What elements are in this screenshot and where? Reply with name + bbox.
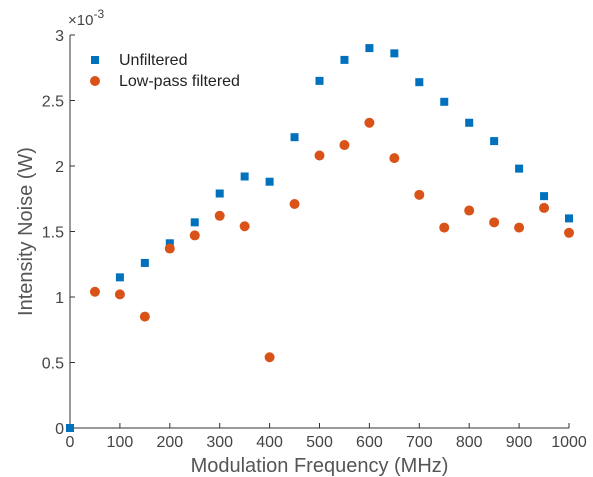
legend-label: Unfiltered — [119, 52, 187, 69]
point-unfiltered — [140, 258, 149, 267]
x-tick-label: 800 — [456, 434, 483, 451]
point-unfiltered — [440, 97, 449, 106]
point-low-pass-filtered — [514, 222, 525, 233]
legend: Unfiltered Low-pass filtered — [90, 52, 240, 90]
point-unfiltered — [265, 177, 274, 186]
point-low-pass-filtered — [114, 289, 125, 300]
legend-label: Low-pass filtered — [119, 73, 240, 90]
point-low-pass-filtered — [239, 221, 250, 232]
point-low-pass-filtered — [564, 227, 574, 238]
point-unfiltered — [315, 76, 324, 85]
y-tick-label: 0 — [55, 421, 64, 438]
y-tick-label: 1 — [55, 290, 64, 307]
point-low-pass-filtered — [139, 311, 150, 322]
point-low-pass-filtered — [464, 205, 475, 216]
y-tick-label: 2.5 — [42, 94, 64, 111]
point-low-pass-filtered — [539, 202, 550, 213]
point-low-pass-filtered — [389, 153, 400, 164]
point-unfiltered — [540, 192, 549, 201]
point-unfiltered — [290, 133, 299, 142]
y-tick-label: 2 — [55, 159, 64, 176]
legend-marker-low-pass-filtered — [90, 76, 100, 86]
x-tick-label: 600 — [356, 434, 383, 451]
point-low-pass-filtered — [214, 210, 225, 221]
x-axis-ticks: 0 100 200 300 400 500 600 700 800 900 1000 — [66, 423, 587, 451]
point-unfiltered — [240, 172, 249, 181]
point-unfiltered — [340, 55, 349, 64]
x-tick-label: 1000 — [551, 434, 587, 451]
axes — [69, 35, 569, 429]
point-low-pass-filtered — [489, 217, 500, 228]
point-unfiltered — [215, 189, 224, 198]
y-tick-label: 1.5 — [42, 225, 64, 242]
point-low-pass-filtered — [314, 150, 325, 161]
point-low-pass-filtered — [364, 117, 375, 128]
point-low-pass-filtered — [189, 230, 200, 241]
point-unfiltered — [465, 118, 474, 127]
point-low-pass-filtered — [289, 198, 300, 209]
y-axis-exponent-power: -3 — [93, 7, 104, 21]
point-low-pass-filtered — [439, 222, 450, 233]
point-unfiltered — [365, 44, 374, 53]
x-axis-label: Modulation Frequency (MHz) — [191, 455, 449, 477]
point-unfiltered — [390, 49, 399, 58]
point-low-pass-filtered — [89, 286, 100, 297]
y-tick-label: 3 — [55, 28, 64, 45]
point-unfiltered — [490, 137, 499, 146]
y-axis-exponent-base: ×10 — [68, 12, 93, 29]
point-unfiltered — [565, 214, 573, 223]
x-tick-label: 300 — [206, 434, 233, 451]
point-low-pass-filtered — [164, 243, 175, 254]
point-unfiltered — [66, 424, 74, 432]
y-axis-label: Intensity Noise (W) — [15, 147, 37, 316]
x-tick-label: 900 — [506, 434, 533, 451]
point-low-pass-filtered — [414, 189, 425, 200]
point-low-pass-filtered — [264, 352, 275, 363]
y-axis-exponent: ×10-3 — [68, 7, 104, 29]
x-tick-label: 400 — [256, 434, 283, 451]
point-unfiltered — [415, 78, 424, 87]
x-tick-label: 700 — [406, 434, 433, 451]
point-unfiltered — [190, 218, 199, 227]
x-tick-label: 200 — [156, 434, 183, 451]
legend-marker-unfiltered — [91, 56, 99, 64]
data-points — [66, 44, 574, 432]
y-tick-label: 0.5 — [42, 356, 64, 373]
point-unfiltered — [115, 273, 124, 282]
x-tick-label: 0 — [66, 434, 75, 451]
x-tick-label: 100 — [107, 434, 134, 451]
x-tick-label: 500 — [306, 434, 333, 451]
point-unfiltered — [165, 239, 174, 248]
point-unfiltered — [515, 164, 524, 173]
y-axis-ticks: 0 0.5 1 1.5 2 2.5 3 — [42, 28, 75, 438]
point-low-pass-filtered — [339, 140, 350, 151]
